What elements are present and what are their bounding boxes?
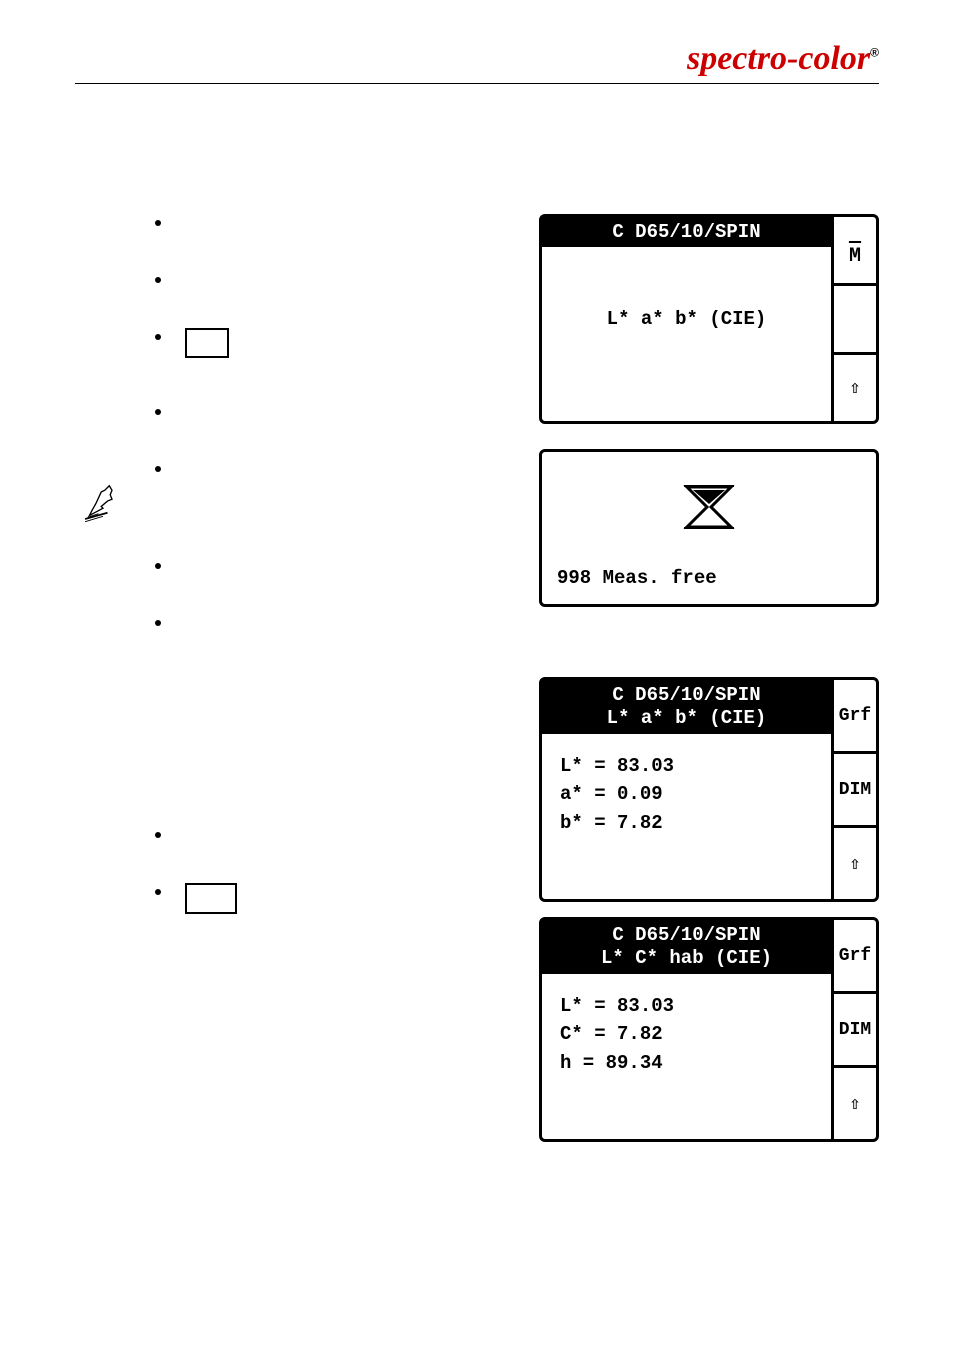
bullet-dot-icon [155,889,161,895]
box1-header: C D65/10/SPIN [542,217,831,247]
up-arrow-icon: ⇧ [834,355,876,421]
dim-button: DIM [834,994,876,1068]
bullet-dot-icon [155,277,161,283]
bullet-dot-icon [155,832,161,838]
up-arrow-icon: ⇧ [834,1068,876,1139]
logo: spectro-color® [687,40,879,77]
dim-button: DIM [834,754,876,828]
key-box [185,328,229,358]
box3-values: L* = 83.03 a* = 0.09 b* = 7.82 [552,742,821,848]
display-box-4: C D65/10/SPIN L* C* hab (CIE) L* = 83.03… [539,917,879,1142]
bullet-dot-icon [155,466,161,472]
bullet-dot-icon [155,334,161,340]
bullet-dot-icon [155,620,161,626]
page-header: spectro-color® [75,40,879,84]
up-arrow-icon: ⇧ [834,828,876,899]
side-btn-blank [834,286,876,355]
box1-content: L* a* b* (CIE) [552,255,821,344]
bullet-dot-icon [155,409,161,415]
grf-button: Grf [834,680,876,754]
box4-header: C D65/10/SPIN L* C* hab (CIE) [542,920,831,974]
bullet-dot-icon [155,563,161,569]
display-box-3: C D65/10/SPIN L* a* b* (CIE) L* = 83.03 … [539,677,879,902]
box3-header: C D65/10/SPIN L* a* b* (CIE) [542,680,831,734]
side-btn-m: —M [834,217,876,286]
hourglass-box: 998 Meas. free [539,449,879,607]
bullet-list [75,124,509,1167]
key-box [185,883,237,913]
bullet-dot-icon [155,220,161,226]
hourglass-text: 998 Meas. free [557,567,861,589]
pen-hand-icon [85,472,130,522]
grf-button: Grf [834,920,876,994]
box4-values: L* = 83.03 C* = 7.82 h = 89.34 [552,982,821,1088]
display-box-1: C D65/10/SPIN L* a* b* (CIE) —M ⇧ [539,214,879,424]
hourglass-icon [679,482,739,532]
